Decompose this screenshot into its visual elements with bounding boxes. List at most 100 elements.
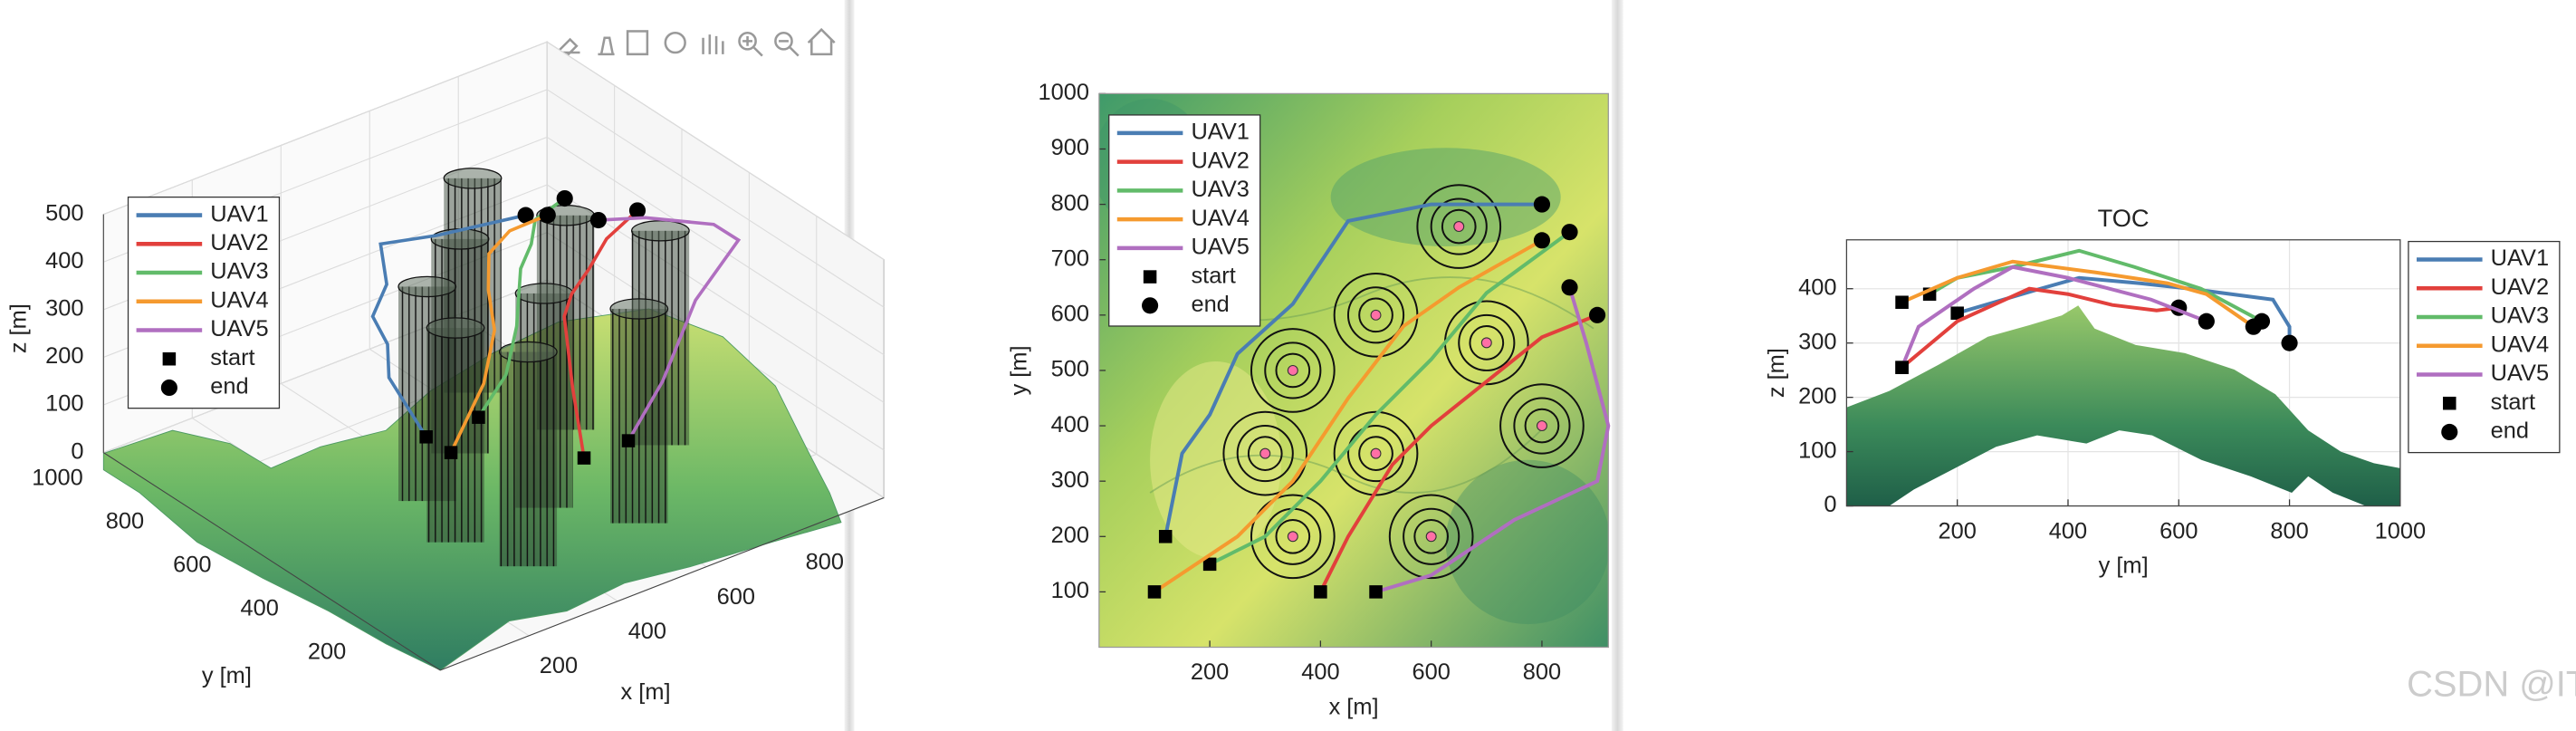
rotate-icon[interactable]	[664, 32, 686, 54]
end-marker	[539, 207, 556, 224]
threat-ring	[1346, 286, 1405, 344]
uav-path	[1957, 275, 2292, 343]
start-marker	[472, 410, 485, 424]
threat-ring	[1250, 494, 1336, 580]
terrain-feature	[1150, 361, 1282, 559]
z-tick-label: 200	[45, 343, 83, 369]
start-marker	[621, 434, 636, 447]
legend-label: start	[210, 345, 254, 370]
y-tick-label: 1000	[1038, 80, 1088, 105]
y-tick-label: 900	[1051, 135, 1089, 160]
uav-path	[1153, 238, 1543, 594]
uav-path	[449, 213, 549, 454]
legend-label: UAV5	[210, 316, 268, 341]
legend-label: UAV4	[2491, 332, 2549, 357]
uav-path	[1164, 202, 1542, 537]
zoom-in-glyph	[742, 35, 763, 57]
threat-ring	[1247, 436, 1283, 471]
start-marker	[1202, 557, 1217, 572]
axes-box	[1098, 92, 1609, 649]
threat-cylinder-top	[443, 168, 503, 189]
threat-ring	[1358, 436, 1393, 471]
x-axis-label: y [m]	[2099, 553, 2149, 578]
end-marker	[2281, 334, 2298, 351]
y-tick-label: 800	[106, 508, 144, 534]
zoom-out-icon[interactable]	[774, 32, 793, 51]
watermark: CSDN @IT猿手	[2407, 665, 2576, 705]
legend-label: UAV3	[1191, 177, 1249, 202]
y-tick-label: 100	[1051, 578, 1089, 603]
threat-ring	[1222, 410, 1308, 496]
end-marker	[1533, 232, 1551, 249]
z-axis-label: z [m]	[5, 303, 31, 353]
threat-ring	[1275, 518, 1311, 554]
y-tick-label: 800	[1051, 190, 1089, 216]
y-tick-label: 100	[1798, 438, 1836, 463]
chart-title: TOC	[2098, 204, 2150, 232]
threat-cylinder	[426, 328, 484, 543]
x-tick-label: 800	[2270, 518, 2308, 543]
y-tick-label: 1000	[32, 465, 82, 490]
threat-cylinder-top	[514, 283, 574, 304]
legend-label: UAV2	[1191, 148, 1249, 173]
x-tick-label: 1000	[2375, 518, 2426, 543]
legend-end-marker	[1142, 297, 1159, 314]
y-tick-label: 200	[1798, 383, 1836, 409]
end-marker	[2198, 313, 2215, 330]
start-marker	[577, 451, 591, 465]
threat-cylinder	[610, 308, 668, 524]
grid-line	[103, 41, 548, 216]
threat-center	[1287, 364, 1298, 376]
end-marker	[589, 211, 607, 229]
threat-ring	[1236, 425, 1294, 483]
legend-label: start	[1191, 263, 1235, 288]
uav-path	[1901, 286, 2179, 370]
legend-end-marker	[160, 379, 177, 397]
home-icon[interactable]	[807, 27, 836, 56]
uav-path	[562, 209, 639, 458]
threat-ring	[1333, 410, 1419, 496]
uav-path	[1209, 230, 1571, 566]
threat-center	[1453, 221, 1465, 233]
zoom-out-glyph	[779, 40, 800, 57]
x-tick-label: 800	[806, 550, 844, 575]
z-tick-label: 0	[71, 438, 83, 464]
legend-label: end	[1191, 292, 1229, 317]
uav-path	[370, 213, 527, 438]
terrain-feature	[1330, 148, 1561, 247]
threat-ring	[1250, 328, 1336, 413]
threat-ring	[1499, 383, 1585, 468]
end-marker	[628, 202, 646, 219]
y-tick-label: 300	[1051, 467, 1089, 493]
threat-ring	[1275, 352, 1311, 389]
x-tick-label: 200	[1939, 518, 1977, 543]
threat-center	[1259, 447, 1271, 459]
x-tick-label: 600	[1412, 659, 1450, 685]
threat-cylinder-top	[397, 275, 457, 298]
zoom-in-icon[interactable]	[738, 32, 757, 51]
start-marker	[1158, 530, 1173, 543]
x-tick-label: 400	[2049, 518, 2087, 543]
end-marker	[517, 207, 534, 224]
start-marker	[1314, 585, 1327, 599]
legend-label: UAV2	[210, 230, 268, 255]
data-tip-icon[interactable]	[626, 30, 649, 56]
y-axis-label: z [m]	[1764, 348, 1789, 398]
legend-label: end	[210, 374, 248, 399]
grid-line	[546, 136, 885, 356]
pan-icon[interactable]	[702, 34, 724, 54]
threat-ring	[1469, 325, 1505, 361]
legend-label: UAV4	[1191, 206, 1249, 231]
threat-ring	[1388, 494, 1474, 580]
threat-ring	[1264, 341, 1322, 399]
y-tick-label: 400	[1798, 274, 1836, 300]
legend-label: UAV2	[2491, 274, 2549, 300]
y-tick-label: 200	[1051, 523, 1089, 548]
threat-center	[1425, 531, 1437, 543]
x-axis-label: x [m]	[1329, 694, 1379, 719]
legend-start-marker	[2443, 396, 2456, 410]
end-marker	[2245, 318, 2262, 335]
x-tick-label: 400	[1301, 659, 1339, 685]
legend-start-marker	[162, 351, 177, 366]
pin-icon[interactable]	[598, 36, 615, 56]
